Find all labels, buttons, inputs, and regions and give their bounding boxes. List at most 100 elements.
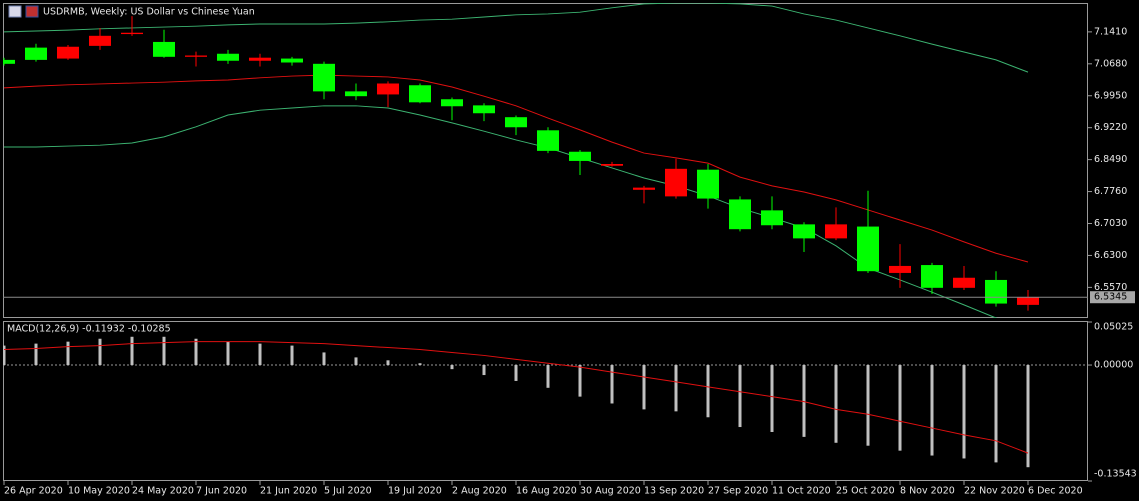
macd-bar	[386, 360, 390, 366]
candle-body	[217, 53, 239, 61]
candle-body	[921, 265, 943, 288]
y-tick-label: 6.9220	[1094, 122, 1127, 133]
candle-body	[377, 83, 399, 95]
candle-body	[345, 91, 367, 97]
candle-body	[313, 63, 335, 92]
x-tick-label: 22 Nov 2020	[964, 486, 1025, 497]
icon	[8, 5, 22, 18]
bollinger-band	[3, 3, 1029, 73]
candle-body	[505, 117, 527, 128]
y-tick-label: 0.00000	[1094, 360, 1133, 371]
candle-body	[793, 224, 815, 239]
macd-bar	[98, 338, 102, 366]
macd-bar	[418, 363, 422, 366]
candle-body	[473, 105, 495, 114]
candle-body	[409, 85, 431, 103]
candle-body	[3, 59, 15, 64]
macd-bar	[194, 338, 198, 366]
macd-bar	[226, 341, 230, 366]
candle-body	[249, 57, 271, 61]
axes: 7.1410 7.0680 6.9950 6.9220 6.8490 6.7760 6.70…	[3, 26, 1137, 497]
macd-bar	[578, 365, 582, 397]
candle-body	[281, 58, 303, 63]
candle-body	[569, 151, 591, 161]
x-tick-label: 26 Apr 2020	[4, 486, 63, 497]
price-pane-frame	[3, 3, 1088, 318]
macd-bar	[930, 365, 934, 456]
macd-bar	[962, 365, 966, 459]
macd-bar	[162, 336, 166, 366]
candle-body	[857, 226, 879, 272]
candle-body	[25, 47, 47, 60]
y-tick-label: 6.7760	[1094, 186, 1127, 197]
macd-pane-frame	[3, 321, 1088, 481]
x-tick-label: 5 Jul 2020	[324, 486, 372, 497]
x-tick-label: 19 Jul 2020	[388, 486, 442, 497]
candle-body	[729, 199, 751, 230]
candle-body	[185, 55, 207, 57]
macd-bar	[3, 345, 6, 366]
macd-bar	[610, 365, 614, 404]
candle-body	[761, 210, 783, 226]
macd-bar	[642, 365, 646, 410]
macd-bar	[674, 365, 678, 412]
macd-bar	[898, 365, 902, 451]
macd-bar	[770, 365, 774, 432]
macd-bar	[322, 352, 326, 366]
macd-bar	[738, 365, 742, 428]
x-tick-label: 27 Sep 2020	[708, 486, 768, 497]
price-plot	[3, 3, 1088, 318]
candle-body	[57, 46, 79, 59]
macd-bar	[34, 343, 38, 366]
candle-body	[89, 35, 111, 46]
y-tick-label: 6.5570	[1094, 282, 1127, 293]
x-tick-label: 16 Aug 2020	[516, 486, 577, 497]
candle-body	[953, 277, 975, 288]
last-price-label: 6.5345	[1094, 292, 1127, 303]
macd-bar	[354, 357, 358, 366]
macd-bar	[450, 365, 454, 370]
x-tick-label: 8 Nov 2020	[900, 486, 955, 497]
macd-bar	[546, 365, 550, 388]
chart-title: USDRMB, Weekly: US Dollar vs Chinese Yua…	[43, 7, 255, 18]
x-tick-label: 13 Sep 2020	[644, 486, 704, 497]
macd-title: MACD(12,26,9) -0.11932 -0.10285	[7, 324, 171, 335]
candle-body	[985, 279, 1007, 304]
candle-body	[665, 168, 687, 197]
macd-bar	[994, 365, 998, 463]
macd-bar	[706, 365, 710, 418]
candle-body	[825, 224, 847, 239]
bollinger-band	[3, 74, 1029, 263]
candle-body	[153, 41, 175, 57]
symbol-icons	[8, 5, 39, 18]
icon	[25, 5, 39, 18]
x-tick-label: 25 Oct 2020	[836, 486, 895, 497]
candle-body	[537, 130, 559, 151]
macd-bar	[802, 365, 806, 437]
last-price-box	[1090, 291, 1135, 304]
x-tick-label: 7 Jun 2020	[196, 486, 247, 497]
y-tick-label: 6.8490	[1094, 154, 1127, 165]
macd-bar	[258, 343, 262, 366]
macd-bar	[834, 365, 838, 443]
y-tick-label: -0.13543	[1094, 469, 1137, 480]
x-tick-label: 2 Aug 2020	[452, 486, 507, 497]
y-tick-label: 7.1410	[1094, 26, 1127, 37]
candle-body	[121, 32, 143, 35]
y-tick-label: 6.7030	[1094, 218, 1127, 229]
macd-bar	[482, 365, 486, 376]
y-tick-label: 0.05025	[1094, 322, 1133, 333]
x-tick-label: 21 Jun 2020	[260, 486, 317, 497]
y-tick-label: 6.9950	[1094, 90, 1127, 101]
y-tick-label: 6.6300	[1094, 250, 1127, 261]
candle-body	[889, 265, 911, 273]
signal-line	[3, 341, 1029, 454]
candle-body	[1017, 297, 1039, 305]
x-tick-label: 6 Dec 2020	[1028, 486, 1083, 497]
x-tick-label: 10 May 2020	[68, 486, 130, 497]
candle-body	[697, 169, 719, 199]
x-tick-label: 24 May 2020	[132, 486, 194, 497]
